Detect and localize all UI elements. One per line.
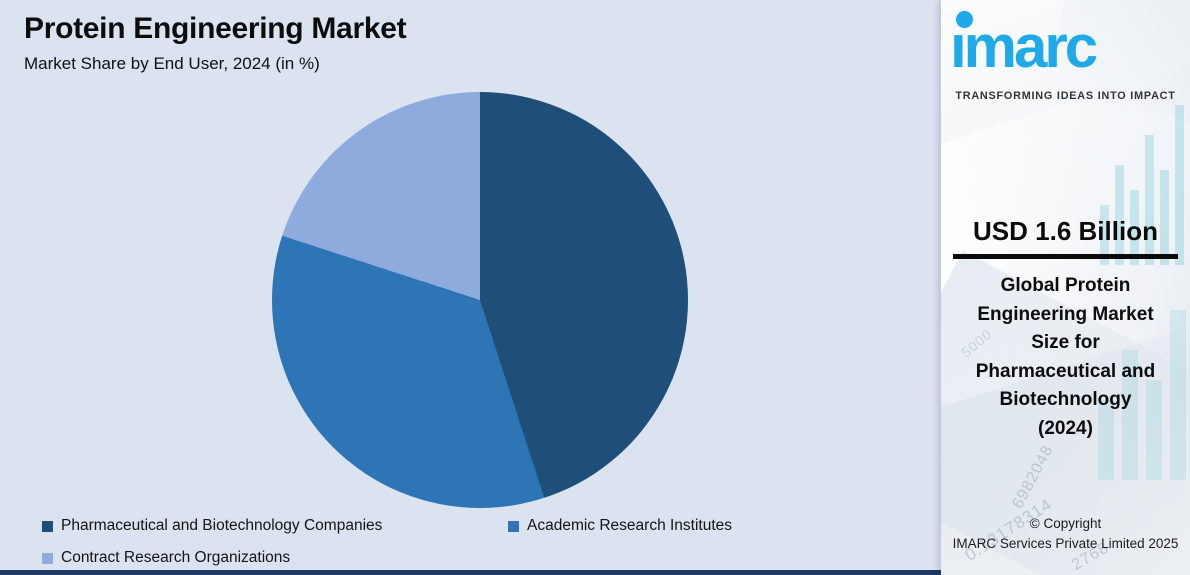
logo-dot-icon <box>956 11 973 28</box>
legend-item: Academic Research Institutes <box>508 517 732 535</box>
bar-chart-decoration <box>1098 300 1186 480</box>
chart-area: Protein Engineering Market Market Share … <box>0 12 941 575</box>
imarc-logo-text: ımarc <box>950 13 1098 80</box>
bar-chart-decoration <box>1100 100 1184 265</box>
copyright-line2: IMARC Services Private Limited 2025 <box>952 536 1179 551</box>
legend-label: Contract Research Organizations <box>61 549 291 566</box>
copyright-line1: © Copyright <box>1029 516 1102 531</box>
copyright: © Copyright IMARC Services Private Limit… <box>941 514 1190 554</box>
legend-item: Pharmaceutical and Biotechnology Compani… <box>42 517 382 535</box>
legend-item: Contract Research Organizations <box>42 549 290 567</box>
stat-divider <box>953 254 1178 259</box>
stat-description: Global Protein Engineering Market Size f… <box>975 275 1156 439</box>
legend-marker <box>42 520 53 532</box>
bottom-bar <box>0 570 941 575</box>
logo-tagline: TRANSFORMING IDEAS INTO IMPACT <box>955 90 1176 102</box>
legend-marker <box>508 520 519 532</box>
brand-panel: 6982048 0.13178314 2768 5000 ımarc TRANS… <box>941 0 1190 575</box>
page-title: Protein Engineering Market <box>24 12 407 45</box>
legend-marker <box>42 552 53 564</box>
legend-label: Academic Research Institutes <box>527 517 733 534</box>
pie-chart <box>272 92 688 508</box>
chart-subtitle: Market Share by End User, 2024 (in %) <box>24 54 320 73</box>
stat-value: USD 1.6 Billion <box>973 216 1158 246</box>
legend-label: Pharmaceutical and Biotechnology Compani… <box>61 517 383 534</box>
